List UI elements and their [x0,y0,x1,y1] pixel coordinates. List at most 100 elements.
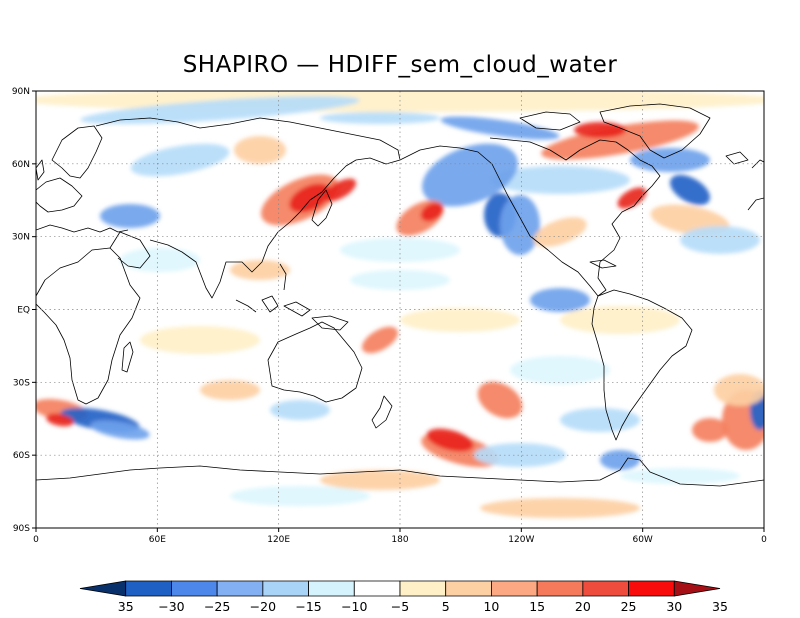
coastline-asia-south [109,159,357,299]
anomaly-patch [490,166,630,194]
colorbar-swatch [79,580,127,597]
anomaly-patch [320,470,440,490]
coastline-caribbean [589,259,617,269]
coastline-africa [36,247,141,405]
coastline-iceland [725,151,749,165]
colorbar-swatch [673,580,721,597]
lat-label: 30N [12,233,30,243]
colorbar-swatch [171,580,218,597]
anomaly-patch [234,136,286,164]
colorbar-label: 15 [529,599,545,614]
anomaly-patch [620,468,740,484]
coastline-north-america [399,137,661,297]
colorbar-swatch [582,580,629,597]
anomaly-patch [230,486,370,506]
anomaly-patch [80,96,360,124]
colorbar-swatch [491,580,538,597]
colorbar-label: −25 [204,599,230,614]
coastline-madagascar [121,341,134,373]
coastline-greenland [519,103,711,159]
coastline-europe-wrap [747,159,764,211]
anomaly-patch [533,217,587,247]
anomaly-patch [420,202,444,222]
anomaly-patch [510,356,610,384]
colorbar-label: −20 [250,599,276,614]
lat-label: 90S [13,524,30,534]
colorbar: 35 −30 −25 −20 −15 −10 −5 5 10 15 20 25 30 35 [79,580,728,614]
anomaly-patch [617,187,647,209]
anomaly-patch [289,183,331,213]
colorbar-label: 10 [483,599,499,614]
lon-label: 180 [391,535,408,545]
coastline-europe [36,177,129,233]
anomaly-patch [560,408,640,432]
lat-label: EQ [17,306,30,316]
coastline-australia [267,321,363,403]
anomaly-patch [130,143,230,177]
colorbar-label: −10 [341,599,367,614]
anomaly-patch [200,380,260,400]
colorbar-label: 5 [442,599,450,614]
colorbar-label: 30 [666,599,682,614]
anomaly-patch [120,248,200,272]
anomaly-patch [477,381,523,419]
coastline-new-zealand [371,395,393,429]
colorbar-swatch [399,580,447,597]
plot-title: SHAPIRO — HDIFF_sem_cloud_water [182,52,618,78]
colorbar-swatch [125,580,172,597]
gridlines [36,91,764,528]
coastlines [36,103,764,487]
colorbar-label: −5 [391,599,409,614]
lat-label: 60S [13,451,30,461]
coastline-indonesia [235,263,349,331]
anomaly-patch [46,413,74,427]
coastline-britain [36,159,45,181]
anomaly-patch [270,400,330,420]
anomaly-patch [714,374,764,406]
anomaly-patch [480,498,640,518]
anomaly-patch [670,174,710,206]
anomaly-patch [530,288,590,312]
anomaly-patch [340,238,460,262]
coastline-scandinavia [51,125,103,179]
anomaly-patch [600,450,640,470]
anomaly-patch [320,112,440,124]
coastline-asia-north [95,117,401,165]
coastline-antarctica [36,457,764,487]
colorbar-swatch [262,580,309,597]
lat-label: 30S [13,378,30,388]
anomaly-field [36,91,764,518]
lon-label: 0 [761,535,767,545]
anomaly-patch [474,443,566,467]
anomaly-patch [574,122,626,138]
lon-label: 60W [632,535,652,545]
anomaly-patch [323,178,357,202]
lat-label: 60N [12,160,30,170]
colorbar-swatch [445,580,492,597]
anomaly-patch [140,326,260,354]
colorbar-label: −15 [295,599,321,614]
anomaly-patch [630,148,710,172]
colorbar-label: 25 [621,599,637,614]
coastline-south-america [591,289,693,441]
colorbar-label: −30 [158,599,184,614]
colorbar-label: 35 [712,599,728,614]
anomaly-patch [692,418,728,442]
coastline-japan [311,189,333,227]
anomaly-patch [90,420,150,440]
anomaly-patch [361,326,399,354]
anomaly-patch [100,204,160,228]
colorbar-swatch [353,580,401,597]
colorbar-label: 35 [118,599,134,614]
lon-label: 60E [149,535,166,545]
colorbar-swatch [216,580,264,597]
anomaly-patch [400,308,520,332]
anomaly-patch [680,226,760,254]
lon-label: 0 [33,535,39,545]
lon-label: 120E [267,535,290,545]
colorbar-swatch [308,580,355,597]
colorbar-swatch [628,580,675,597]
anomaly-patch [426,428,474,452]
